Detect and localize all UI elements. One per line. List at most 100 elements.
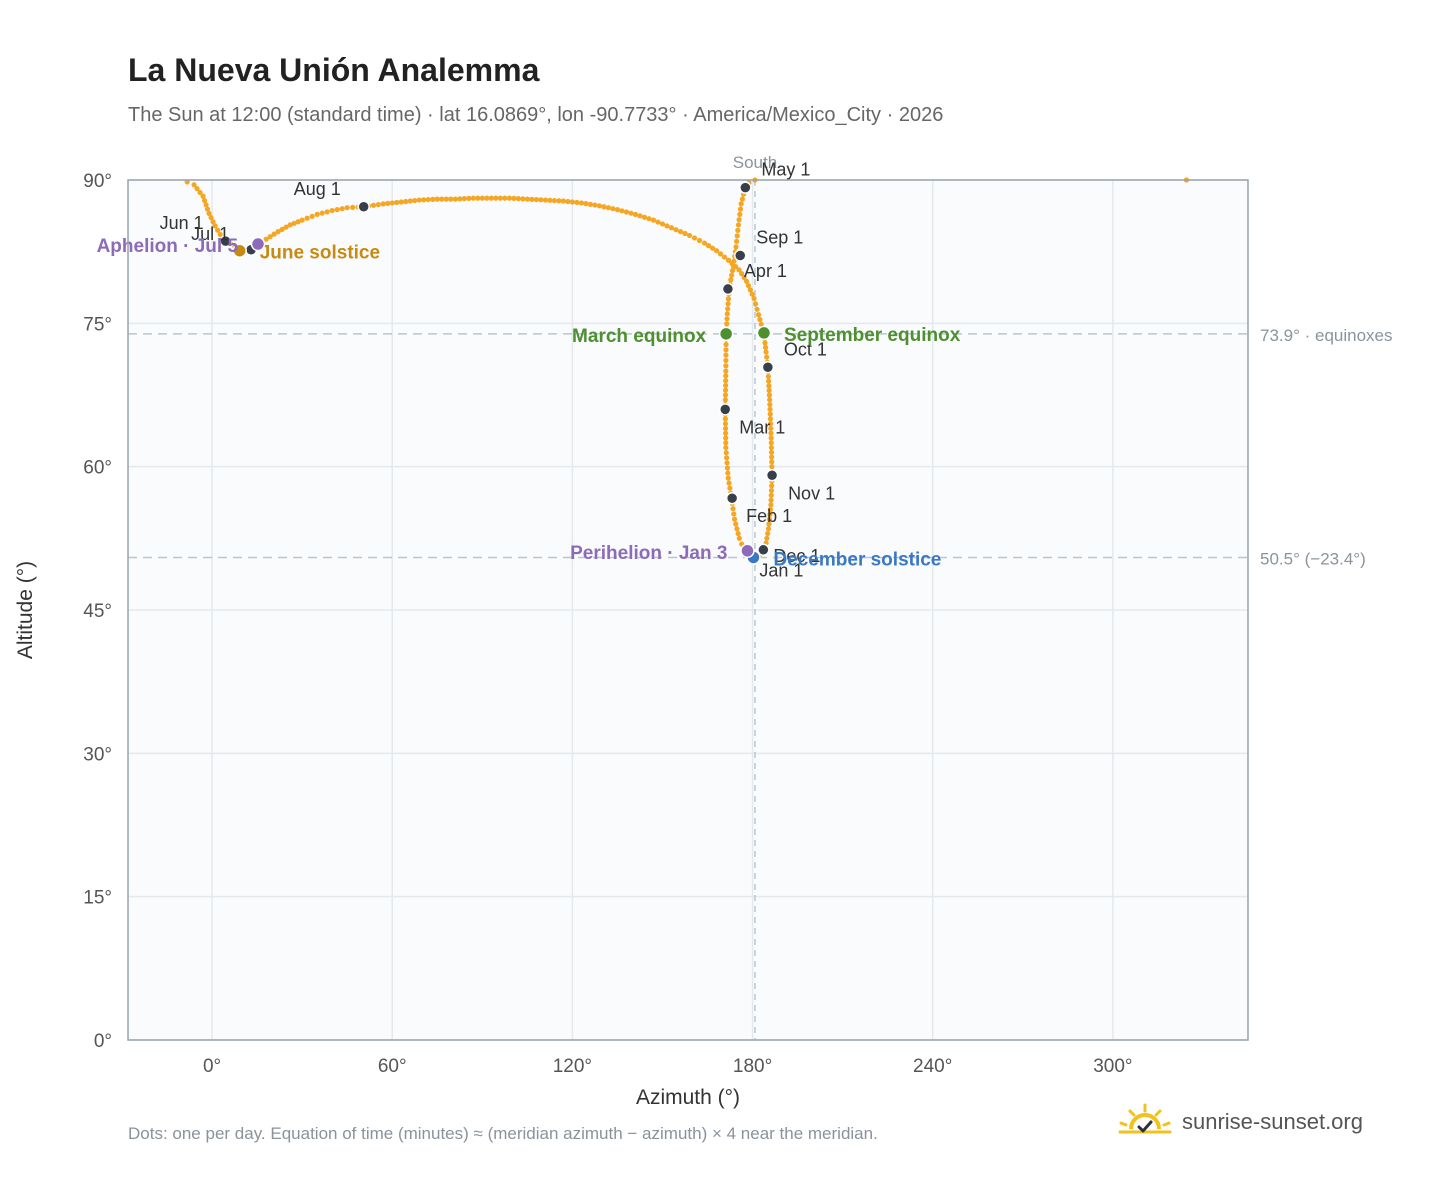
daily-point: [723, 378, 729, 384]
daily-point: [696, 237, 703, 244]
daily-point: [768, 492, 774, 498]
daily-point: [768, 435, 774, 441]
daily-point: [723, 430, 729, 436]
daily-point: [741, 274, 747, 281]
daily-point: [766, 378, 772, 384]
daily-point: [461, 196, 467, 202]
month-label: Feb 1: [746, 506, 792, 526]
x-tick-label: 240°: [913, 1056, 952, 1077]
daily-point: [439, 196, 445, 202]
month-label: Aug 1: [294, 179, 341, 199]
daily-point: [475, 195, 481, 201]
footnote: Dots: one per day. Equation of time (min…: [128, 1124, 878, 1143]
daily-point: [659, 221, 666, 227]
daily-point: [767, 397, 773, 403]
month-marker: [725, 491, 739, 505]
daily-point: [547, 197, 553, 203]
daily-point: [747, 287, 753, 293]
daily-point: [394, 199, 400, 206]
daily-point: [407, 198, 413, 204]
daily-point: [723, 382, 729, 389]
daily-point: [729, 267, 736, 274]
daily-point: [727, 485, 733, 491]
daily-point: [403, 198, 409, 205]
daily-point: [725, 306, 731, 312]
daily-point: [287, 222, 293, 228]
daily-point: [769, 459, 775, 465]
daily-point: [506, 195, 512, 201]
daily-point: [291, 220, 297, 226]
y-tick-label: 45°: [83, 601, 112, 622]
daily-point: [725, 475, 731, 481]
daily-point: [271, 231, 277, 237]
daily-point: [725, 470, 731, 476]
daily-point: [380, 201, 386, 207]
daily-point: [493, 195, 499, 201]
daily-point: [452, 196, 458, 202]
daily-point: [596, 203, 603, 209]
daily-point: [200, 193, 206, 199]
daily-point: [479, 195, 485, 201]
daily-point: [673, 227, 679, 233]
daily-point: [764, 535, 770, 541]
daily-point: [723, 363, 729, 369]
daily-point: [724, 316, 730, 322]
daily-point: [751, 295, 757, 302]
brand-name[interactable]: sunrise-sunset.org: [1182, 1109, 1363, 1134]
daily-point: [713, 248, 720, 254]
daily-point: [734, 238, 740, 244]
daily-point: [767, 411, 773, 417]
daily-point: [533, 196, 539, 203]
daily-point: [723, 357, 729, 364]
daily-point: [637, 213, 643, 219]
x-tick-label: 180°: [733, 1056, 772, 1077]
daily-point: [722, 392, 729, 398]
daily-point: [664, 223, 670, 229]
daily-point: [755, 312, 762, 318]
daily-point: [736, 267, 742, 273]
daily-point: [767, 416, 774, 422]
daily-point: [769, 454, 775, 460]
daily-point: [398, 199, 404, 205]
daily-point: [765, 526, 772, 532]
reference-lines: South 73.9° · equinoxes 50.5° (−23.4°): [128, 153, 1393, 1040]
daily-point: [757, 316, 763, 323]
daily-point: [764, 354, 770, 360]
daily-point: [762, 344, 769, 351]
daily-point: [721, 254, 728, 260]
daily-point: [754, 306, 760, 312]
y-axis-label: Altitude (°): [14, 561, 37, 659]
daily-point: [725, 296, 732, 302]
daily-point: [729, 272, 735, 278]
daily-point: [677, 229, 684, 235]
daily-point: [735, 222, 742, 228]
daily-point: [730, 506, 736, 512]
daily-point: [650, 217, 657, 223]
chart-title: La Nueva Unión Analemma: [128, 52, 540, 88]
daily-point: [730, 263, 736, 269]
daily-point: [569, 199, 575, 205]
daily-point: [766, 521, 772, 527]
reference-line-label: 73.9° · equinoxes: [1260, 326, 1393, 345]
month-label: Nov 1: [788, 483, 835, 503]
daily-point: [484, 195, 490, 201]
daily-point: [502, 195, 508, 201]
x-axis-label: Azimuth (°): [636, 1086, 740, 1109]
daily-point: [614, 207, 621, 213]
daily-point: [389, 200, 395, 206]
month-label: Sep 1: [756, 227, 803, 247]
daily-point: [203, 202, 209, 208]
daily-point: [299, 217, 305, 223]
daily-point: [201, 197, 208, 204]
brand[interactable]: sunrise-sunset.org: [1118, 1100, 1363, 1144]
daily-point: [749, 291, 755, 297]
event-label: Perihelion · Jan 3: [570, 543, 727, 564]
month-label: Jul 1: [191, 224, 229, 244]
daily-point: [723, 352, 729, 358]
y-tick-label: 75°: [83, 314, 112, 335]
daily-point: [204, 206, 211, 212]
daily-point: [551, 197, 557, 204]
event-label: Aphelion · Jul 5: [97, 236, 239, 257]
daily-point: [723, 373, 729, 379]
